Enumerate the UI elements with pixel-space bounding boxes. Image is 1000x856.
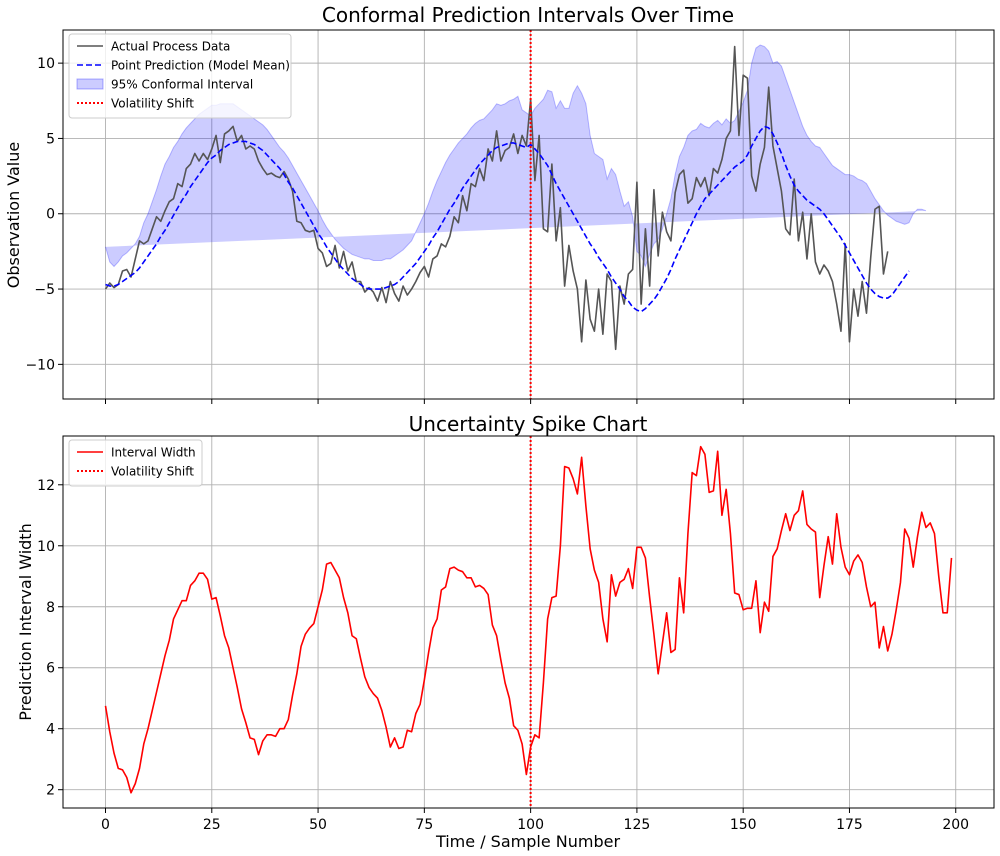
- y-tick-label: −10: [25, 357, 55, 373]
- y-axis-label: Prediction Interval Width: [16, 523, 35, 720]
- legend-label: Volatility Shift: [111, 97, 194, 111]
- series-actual-process-data: [104, 45, 889, 351]
- legend-label: 95% Conformal Interval: [111, 78, 253, 92]
- interval-width-chart: Uncertainty Spike Chart Prediction Inter…: [16, 412, 995, 851]
- legend-label: Volatility Shift: [111, 465, 194, 479]
- legend-box: [68, 33, 292, 119]
- observation-chart: Conformal Prediction Intervals Over Time…: [4, 3, 995, 404]
- x-axis-label: Time / Sample Number: [435, 832, 620, 851]
- x-tick-label: 50: [309, 817, 327, 833]
- y-tick-label: 6: [46, 661, 55, 677]
- legend-swatch: [76, 78, 104, 90]
- series-interval-width: [104, 445, 953, 794]
- x-tick-label: 25: [203, 817, 221, 833]
- y-tick-label: 10: [37, 56, 55, 72]
- series-point-prediction-model-mean: [105, 125, 910, 313]
- legend: Interval Width Volatility Shift: [68, 439, 203, 487]
- y-tick-label: 5: [46, 131, 55, 147]
- x-tick-label: 0: [101, 817, 110, 833]
- chart-title: Conformal Prediction Intervals Over Time: [322, 3, 734, 27]
- axes-frame: [62, 29, 995, 400]
- x-tick-label: 100: [517, 817, 544, 833]
- y-tick-label: 8: [46, 600, 55, 616]
- x-tick-label: 200: [942, 817, 969, 833]
- legend: Actual Process Data Point Prediction (Mod…: [68, 33, 292, 119]
- y-tick-label: 2: [46, 783, 55, 799]
- legend-label: Actual Process Data: [111, 40, 230, 54]
- x-tick-label: 175: [836, 817, 863, 833]
- y-tick-label: 12: [37, 478, 55, 494]
- y-axis-label: Observation Value: [4, 142, 23, 288]
- y-tick-label: 0: [46, 207, 55, 223]
- y-tick-label: 4: [46, 722, 55, 738]
- ticks: −10 −5 0 5 10: [25, 56, 957, 404]
- x-tick-label: 150: [730, 817, 757, 833]
- x-tick-label: 125: [624, 817, 651, 833]
- ticks: 0 25 50 75 100 125 150 175 200 2 4 6 8 10 12: [37, 478, 969, 833]
- legend-label: Interval Width: [111, 446, 196, 460]
- plot-area: [104, 436, 953, 808]
- legend-label: Point Prediction (Model Mean): [111, 59, 290, 73]
- y-tick-label: −5: [34, 282, 55, 298]
- axes-frame: [62, 435, 995, 809]
- plot-area: [104, 30, 927, 399]
- x-tick-label: 75: [415, 817, 433, 833]
- chart-title: Uncertainty Spike Chart: [409, 412, 648, 436]
- grid: [63, 436, 994, 808]
- y-tick-label: 10: [37, 539, 55, 555]
